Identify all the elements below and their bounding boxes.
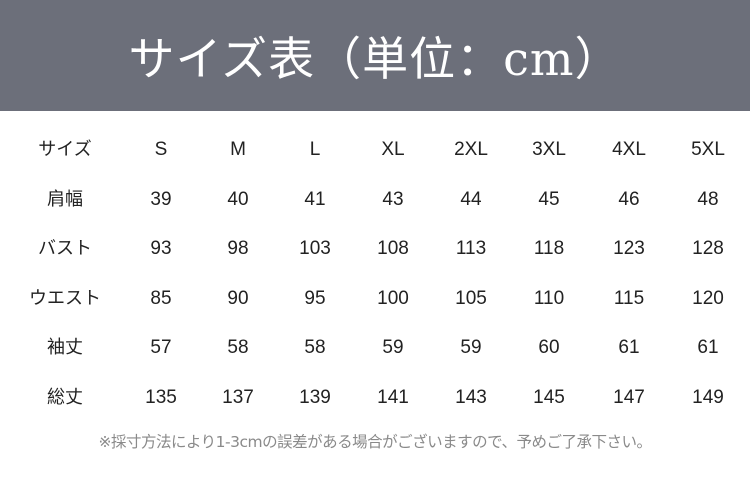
table-cell: 141 bbox=[377, 386, 409, 408]
table-cell: 60 bbox=[538, 337, 560, 359]
size-table: サイズ S M L XL 2XL 3XL 4XL 5XL 肩幅 39 40 41 43 44 45 46 48 バス… bbox=[0, 125, 750, 423]
row-label: 袖丈 bbox=[47, 337, 83, 359]
table-cell: 48 bbox=[697, 188, 719, 210]
table-cell: 123 bbox=[613, 238, 645, 260]
table-cell: 120 bbox=[692, 287, 724, 309]
table-cell: 139 bbox=[299, 386, 331, 408]
table-cell: 110 bbox=[533, 287, 565, 309]
measurement-note: ※採寸方法により1-3cmの誤差がある場合がございますので、予めご了承下さい。 bbox=[98, 433, 653, 451]
table-cell: 57 bbox=[150, 337, 172, 359]
table-cell: 59 bbox=[382, 337, 404, 359]
table-cell: 137 bbox=[222, 386, 254, 408]
table-cell: 44 bbox=[460, 188, 482, 210]
size-header: 2XL bbox=[454, 139, 488, 160]
size-header: L bbox=[309, 139, 321, 160]
table-header-row: サイズ S M L XL 2XL 3XL 4XL 5XL bbox=[0, 125, 750, 175]
table-cell: 93 bbox=[150, 238, 172, 260]
table-cell: 128 bbox=[692, 238, 724, 260]
row-label: サイズ bbox=[38, 139, 92, 160]
table-cell: 46 bbox=[618, 188, 640, 210]
table-cell: 95 bbox=[304, 287, 326, 309]
table-cell: 59 bbox=[460, 337, 482, 359]
row-label: ウエスト bbox=[29, 287, 101, 309]
table-cell: 90 bbox=[227, 287, 249, 309]
table-cell: 149 bbox=[692, 386, 724, 408]
table-cell: 145 bbox=[533, 386, 565, 408]
table-row: ウエスト 85 90 95 100 105 110 115 120 bbox=[0, 274, 750, 324]
size-header: M bbox=[230, 139, 246, 160]
table-cell: 135 bbox=[145, 386, 177, 408]
table-cell: 41 bbox=[304, 188, 326, 210]
table-cell: 143 bbox=[455, 386, 487, 408]
table-cell: 58 bbox=[227, 337, 249, 359]
table-cell: 43 bbox=[382, 188, 404, 210]
title-banner: サイズ表（単位：cm） bbox=[0, 0, 750, 111]
table-cell: 45 bbox=[538, 188, 560, 210]
row-label: 肩幅 bbox=[47, 188, 83, 210]
table-cell: 115 bbox=[613, 287, 645, 309]
table-cell: 40 bbox=[227, 188, 249, 210]
row-label: 総丈 bbox=[47, 386, 83, 408]
row-label: バスト bbox=[38, 238, 92, 260]
table-cell: 147 bbox=[613, 386, 645, 408]
size-header: S bbox=[154, 139, 168, 160]
table-row: 肩幅 39 40 41 43 44 45 46 48 bbox=[0, 175, 750, 225]
table-row: 総丈 135 137 139 141 143 145 147 149 bbox=[0, 373, 750, 423]
size-header: 3XL bbox=[532, 139, 566, 160]
table-row: 袖丈 57 58 58 59 59 60 61 61 bbox=[0, 323, 750, 373]
table-cell: 103 bbox=[299, 238, 331, 260]
table-cell: 61 bbox=[697, 337, 719, 359]
page-title: サイズ表（単位：cm） bbox=[128, 31, 622, 86]
table-cell: 118 bbox=[533, 238, 565, 260]
table-cell: 105 bbox=[455, 287, 487, 309]
table-cell: 108 bbox=[377, 238, 409, 260]
table-cell: 113 bbox=[455, 238, 487, 260]
size-header: XL bbox=[381, 139, 405, 160]
table-cell: 58 bbox=[304, 337, 326, 359]
table-cell: 85 bbox=[150, 287, 172, 309]
table-cell: 100 bbox=[377, 287, 409, 309]
table-cell: 98 bbox=[227, 238, 249, 260]
size-header: 5XL bbox=[691, 139, 725, 160]
size-header: 4XL bbox=[612, 139, 646, 160]
table-cell: 39 bbox=[150, 188, 172, 210]
table-row: バスト 93 98 103 108 113 118 123 128 bbox=[0, 224, 750, 274]
table-cell: 61 bbox=[618, 337, 640, 359]
